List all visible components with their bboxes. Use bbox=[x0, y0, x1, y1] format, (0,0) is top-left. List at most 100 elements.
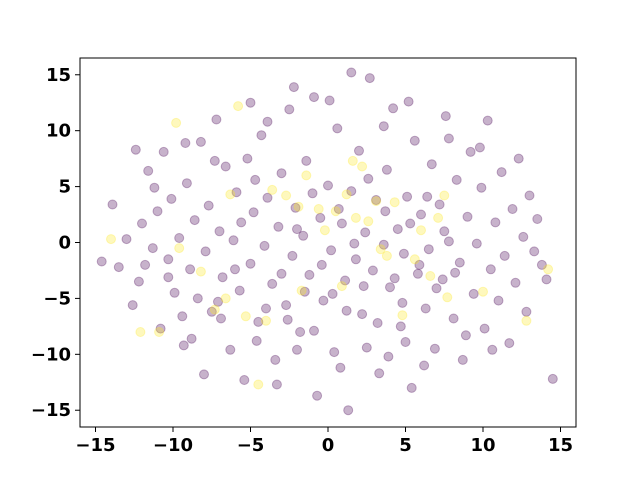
scatter-point-class-0 bbox=[199, 369, 209, 380]
scatter-point-class-0 bbox=[329, 347, 340, 358]
scatter-point-class-0 bbox=[439, 226, 450, 237]
scatter-point-class-0 bbox=[406, 382, 417, 393]
scatter-point-class-0 bbox=[180, 138, 191, 148]
scatter-point-class-0 bbox=[273, 221, 284, 232]
x-tick-label: 15 bbox=[548, 435, 573, 456]
x-tick-label: 0 bbox=[322, 435, 335, 456]
scatter-point-class-1 bbox=[281, 190, 292, 201]
scatter-point-class-0 bbox=[307, 188, 318, 199]
scatter-point-class-0 bbox=[152, 206, 163, 217]
scatter-point-class-1 bbox=[174, 243, 185, 254]
scatter-point-class-0 bbox=[231, 187, 242, 198]
scatter-point-class-0 bbox=[402, 191, 413, 202]
scatter-point-class-0 bbox=[476, 182, 487, 193]
scatter-point-class-1 bbox=[381, 250, 392, 261]
scatter-point-class-0 bbox=[507, 204, 518, 214]
scatter-point-class-0 bbox=[299, 286, 310, 297]
scatter-point-class-0 bbox=[230, 264, 240, 275]
y-tick-label: 0 bbox=[58, 233, 71, 254]
scatter-point-class-0 bbox=[217, 272, 228, 283]
scatter-point-class-0 bbox=[333, 204, 344, 214]
scatter-point-class-0 bbox=[239, 375, 250, 385]
scatter-point-class-0 bbox=[107, 199, 118, 210]
scatter-point-class-0 bbox=[364, 73, 375, 84]
scatter-point-class-0 bbox=[186, 333, 197, 344]
scatter-point-class-0 bbox=[499, 250, 510, 261]
scatter-point-class-0 bbox=[326, 245, 337, 256]
scatter-point-class-0 bbox=[422, 191, 433, 202]
scatter-point-class-0 bbox=[137, 218, 147, 229]
scatter-point-class-1 bbox=[233, 101, 244, 112]
scatter-point-class-0 bbox=[324, 95, 335, 106]
scatter-point-class-0 bbox=[371, 195, 382, 205]
points-layer bbox=[96, 67, 558, 416]
scatter-point-class-0 bbox=[426, 159, 437, 170]
scatter-point-class-0 bbox=[245, 258, 256, 269]
scatter-point-class-0 bbox=[250, 174, 261, 185]
scatter-point-class-0 bbox=[290, 202, 301, 213]
scatter-point-class-0 bbox=[358, 281, 369, 292]
scatter-point-class-0 bbox=[130, 144, 141, 155]
scatter-point-class-1 bbox=[240, 311, 251, 322]
scatter-point-class-0 bbox=[178, 340, 189, 351]
scatter-point-class-0 bbox=[318, 295, 329, 306]
scatter-point-class-0 bbox=[267, 278, 278, 289]
scatter-point-class-1 bbox=[301, 170, 312, 181]
scatter-point-class-1 bbox=[225, 189, 236, 200]
scatter-point-class-0 bbox=[443, 236, 454, 247]
scatter-point-class-0 bbox=[392, 224, 403, 235]
scatter-point-class-0 bbox=[298, 230, 309, 241]
scatter-point-class-0 bbox=[541, 274, 552, 285]
y-tick-label: 10 bbox=[46, 121, 71, 142]
scatter-point-class-0 bbox=[385, 282, 395, 293]
scatter-point-class-0 bbox=[316, 259, 327, 270]
y-tick-label: 5 bbox=[58, 177, 71, 198]
scatter-point-class-0 bbox=[454, 257, 465, 268]
scatter-point-class-0 bbox=[336, 218, 347, 229]
scatter-point-class-0 bbox=[521, 306, 532, 317]
scatter-point-class-1 bbox=[363, 216, 374, 227]
scatter-point-class-0 bbox=[276, 168, 287, 179]
scatter-point-class-0 bbox=[485, 264, 496, 275]
scatter-point-class-0 bbox=[234, 285, 245, 296]
y-tick-label: −10 bbox=[31, 344, 71, 365]
scatter-point-class-1 bbox=[409, 254, 420, 265]
scatter-point-class-0 bbox=[195, 136, 206, 147]
scatter-point-class-0 bbox=[312, 390, 323, 401]
scatter-point-class-0 bbox=[253, 316, 264, 327]
scatter-point-class-0 bbox=[496, 167, 507, 178]
scatter-point-class-0 bbox=[450, 267, 461, 278]
y-tick-label: 15 bbox=[46, 65, 71, 86]
scatter-point-class-0 bbox=[409, 135, 420, 146]
scatter-point-class-1 bbox=[336, 281, 347, 292]
scatter-point-class-0 bbox=[367, 265, 378, 276]
scatter-point-class-1 bbox=[350, 212, 361, 223]
scatter-point-class-0 bbox=[340, 275, 351, 286]
scatter-point-class-1 bbox=[261, 315, 271, 326]
scatter-point-class-0 bbox=[346, 67, 357, 78]
scatter-point-class-0 bbox=[547, 373, 558, 384]
scatter-point-class-0 bbox=[174, 233, 185, 243]
scatter-point-class-0 bbox=[510, 277, 521, 288]
scatter-point-class-0 bbox=[163, 272, 174, 283]
scatter-point-class-0 bbox=[532, 214, 543, 224]
scatter-point-class-0 bbox=[181, 178, 192, 189]
scatter-point-class-0 bbox=[259, 240, 270, 251]
scatter-point-class-0 bbox=[225, 344, 236, 355]
scatter-point-class-1 bbox=[293, 201, 304, 212]
scatter-point-class-0 bbox=[200, 246, 211, 257]
scatter-point-class-0 bbox=[440, 111, 451, 122]
scatter-point-class-0 bbox=[465, 146, 476, 157]
scatter-point-class-0 bbox=[388, 103, 399, 114]
scatter-point-class-0 bbox=[155, 323, 166, 334]
scatter-point-class-0 bbox=[443, 133, 454, 144]
x-tick-label: −5 bbox=[237, 435, 265, 456]
scatter-point-class-1 bbox=[543, 264, 554, 275]
scatter-point-class-0 bbox=[271, 379, 282, 390]
scatter-point-class-0 bbox=[169, 287, 180, 298]
x-tick-label: −10 bbox=[153, 435, 193, 456]
scatter-point-class-0 bbox=[378, 121, 389, 132]
y-tick-label: −15 bbox=[31, 400, 71, 421]
scatter-point-class-0 bbox=[357, 309, 368, 320]
scatter-point-class-0 bbox=[457, 354, 468, 365]
